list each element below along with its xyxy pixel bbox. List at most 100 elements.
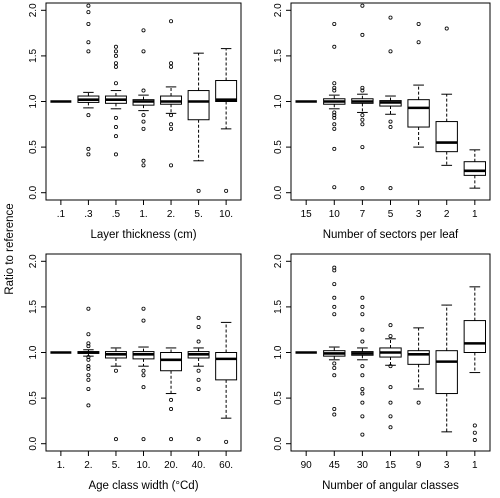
outlier-point [86,366,91,371]
outlier-point [86,341,91,346]
outlier-point [360,186,365,191]
outlier-point [360,327,365,332]
x-tick-label: 10. [219,209,233,220]
outlier-point [332,373,337,378]
x-tick-label: .5 [112,209,121,220]
outlier-point [388,49,393,54]
outlier-point [388,364,393,369]
box-iqr [215,80,238,102]
y-tick-label: 1.0 [273,94,284,108]
outlier-point [86,152,91,157]
outlier-point [141,49,146,54]
outlier-point [332,366,337,371]
outlier-point [388,334,393,339]
outlier-point [332,81,337,86]
outlier-point [141,437,146,442]
outlier-point [472,430,477,435]
outlier-point [169,122,174,127]
outlier-point [141,88,146,93]
x-tick-label: 15 [301,209,313,220]
outlier-point [360,3,365,8]
outlier-point [113,125,118,130]
outlier-point [388,425,393,430]
x-tick-label: 3 [416,209,422,220]
outlier-point [86,10,91,15]
outlier-point [86,113,91,118]
box-6 [187,52,210,193]
panel-2: 0.0 0.5 1.0 1.5 2.0 15 10 7 5 3 2 1 Number of sector… [273,2,491,241]
outlier-point [169,163,174,168]
outlier-point [196,324,201,329]
y-tick-label: 1.0 [273,345,284,359]
box-5 [160,19,183,168]
y-tick-label: 2.0 [28,254,39,268]
outlier-point [141,119,146,124]
outlier-point [86,386,91,391]
x-tick-label: 30 [357,460,369,471]
box-7 [463,286,487,443]
outlier-point [360,295,365,300]
outlier-point [388,323,393,328]
outlier-point [332,295,337,300]
outlier-point [113,368,118,373]
x-tick-label: .1 [57,209,66,220]
outlier-point [388,15,393,20]
outlier-point [141,373,146,378]
box-6 [187,315,210,442]
box-2 [323,21,346,190]
x-tick-label: 60. [219,460,233,471]
outlier-point [388,385,393,390]
outlier-point [360,145,365,150]
outlier-point [388,400,393,405]
y-tick-label: 2.0 [273,254,284,268]
panel-3: 0.0 0.5 1.0 1.5 2.0 1. 2. 5. 10. 20. 40. 60. Age cla… [28,253,242,492]
outlier-point [332,115,337,120]
outlier-point [332,185,337,190]
outlier-point [113,49,118,54]
outlier-point [360,312,365,317]
x-tick-label: 5. [194,209,202,220]
box-2 [77,306,100,408]
outlier-point [360,386,365,391]
outlier-point [141,158,146,163]
outlier-point [332,85,337,90]
x-tick-label: .3 [84,209,93,220]
outlier-point [113,64,118,69]
y-tick-label: 0.5 [273,391,284,405]
box-6 [435,304,458,433]
outlier-point [86,40,91,45]
outlier-point [86,49,91,54]
outlier-point [86,364,91,369]
outlier-point [169,407,174,412]
box-4 [379,323,402,430]
outlier-point [141,113,146,118]
outlier-point [416,400,421,405]
box-4 [132,306,155,442]
outlier-point [224,439,229,444]
box-iqr [160,95,183,105]
outlier-point [86,357,91,362]
x-tick-label: 5. [112,460,120,471]
outlier-point [360,117,365,122]
y-tick-label: 1.5 [273,300,284,314]
outlier-point [224,188,229,193]
box-iqr [435,350,458,395]
outlier-point [169,113,174,118]
outlier-point [196,377,201,382]
x-tick-label: 7 [360,209,366,220]
outlier-point [196,386,201,391]
x-tick-label: 2 [444,209,450,220]
outlier-point [113,152,118,157]
outlier-point [332,312,337,317]
outlier-point [388,186,393,191]
outlier-point [141,385,146,390]
outlier-point [332,407,337,412]
outlier-point [196,368,201,373]
outlier-point [141,368,146,373]
outlier-point [141,28,146,33]
y-tick-label: 1.5 [273,49,284,63]
outlier-point [360,113,365,118]
outlier-point [472,438,477,443]
box-7 [463,149,487,189]
outlier-point [141,318,146,323]
